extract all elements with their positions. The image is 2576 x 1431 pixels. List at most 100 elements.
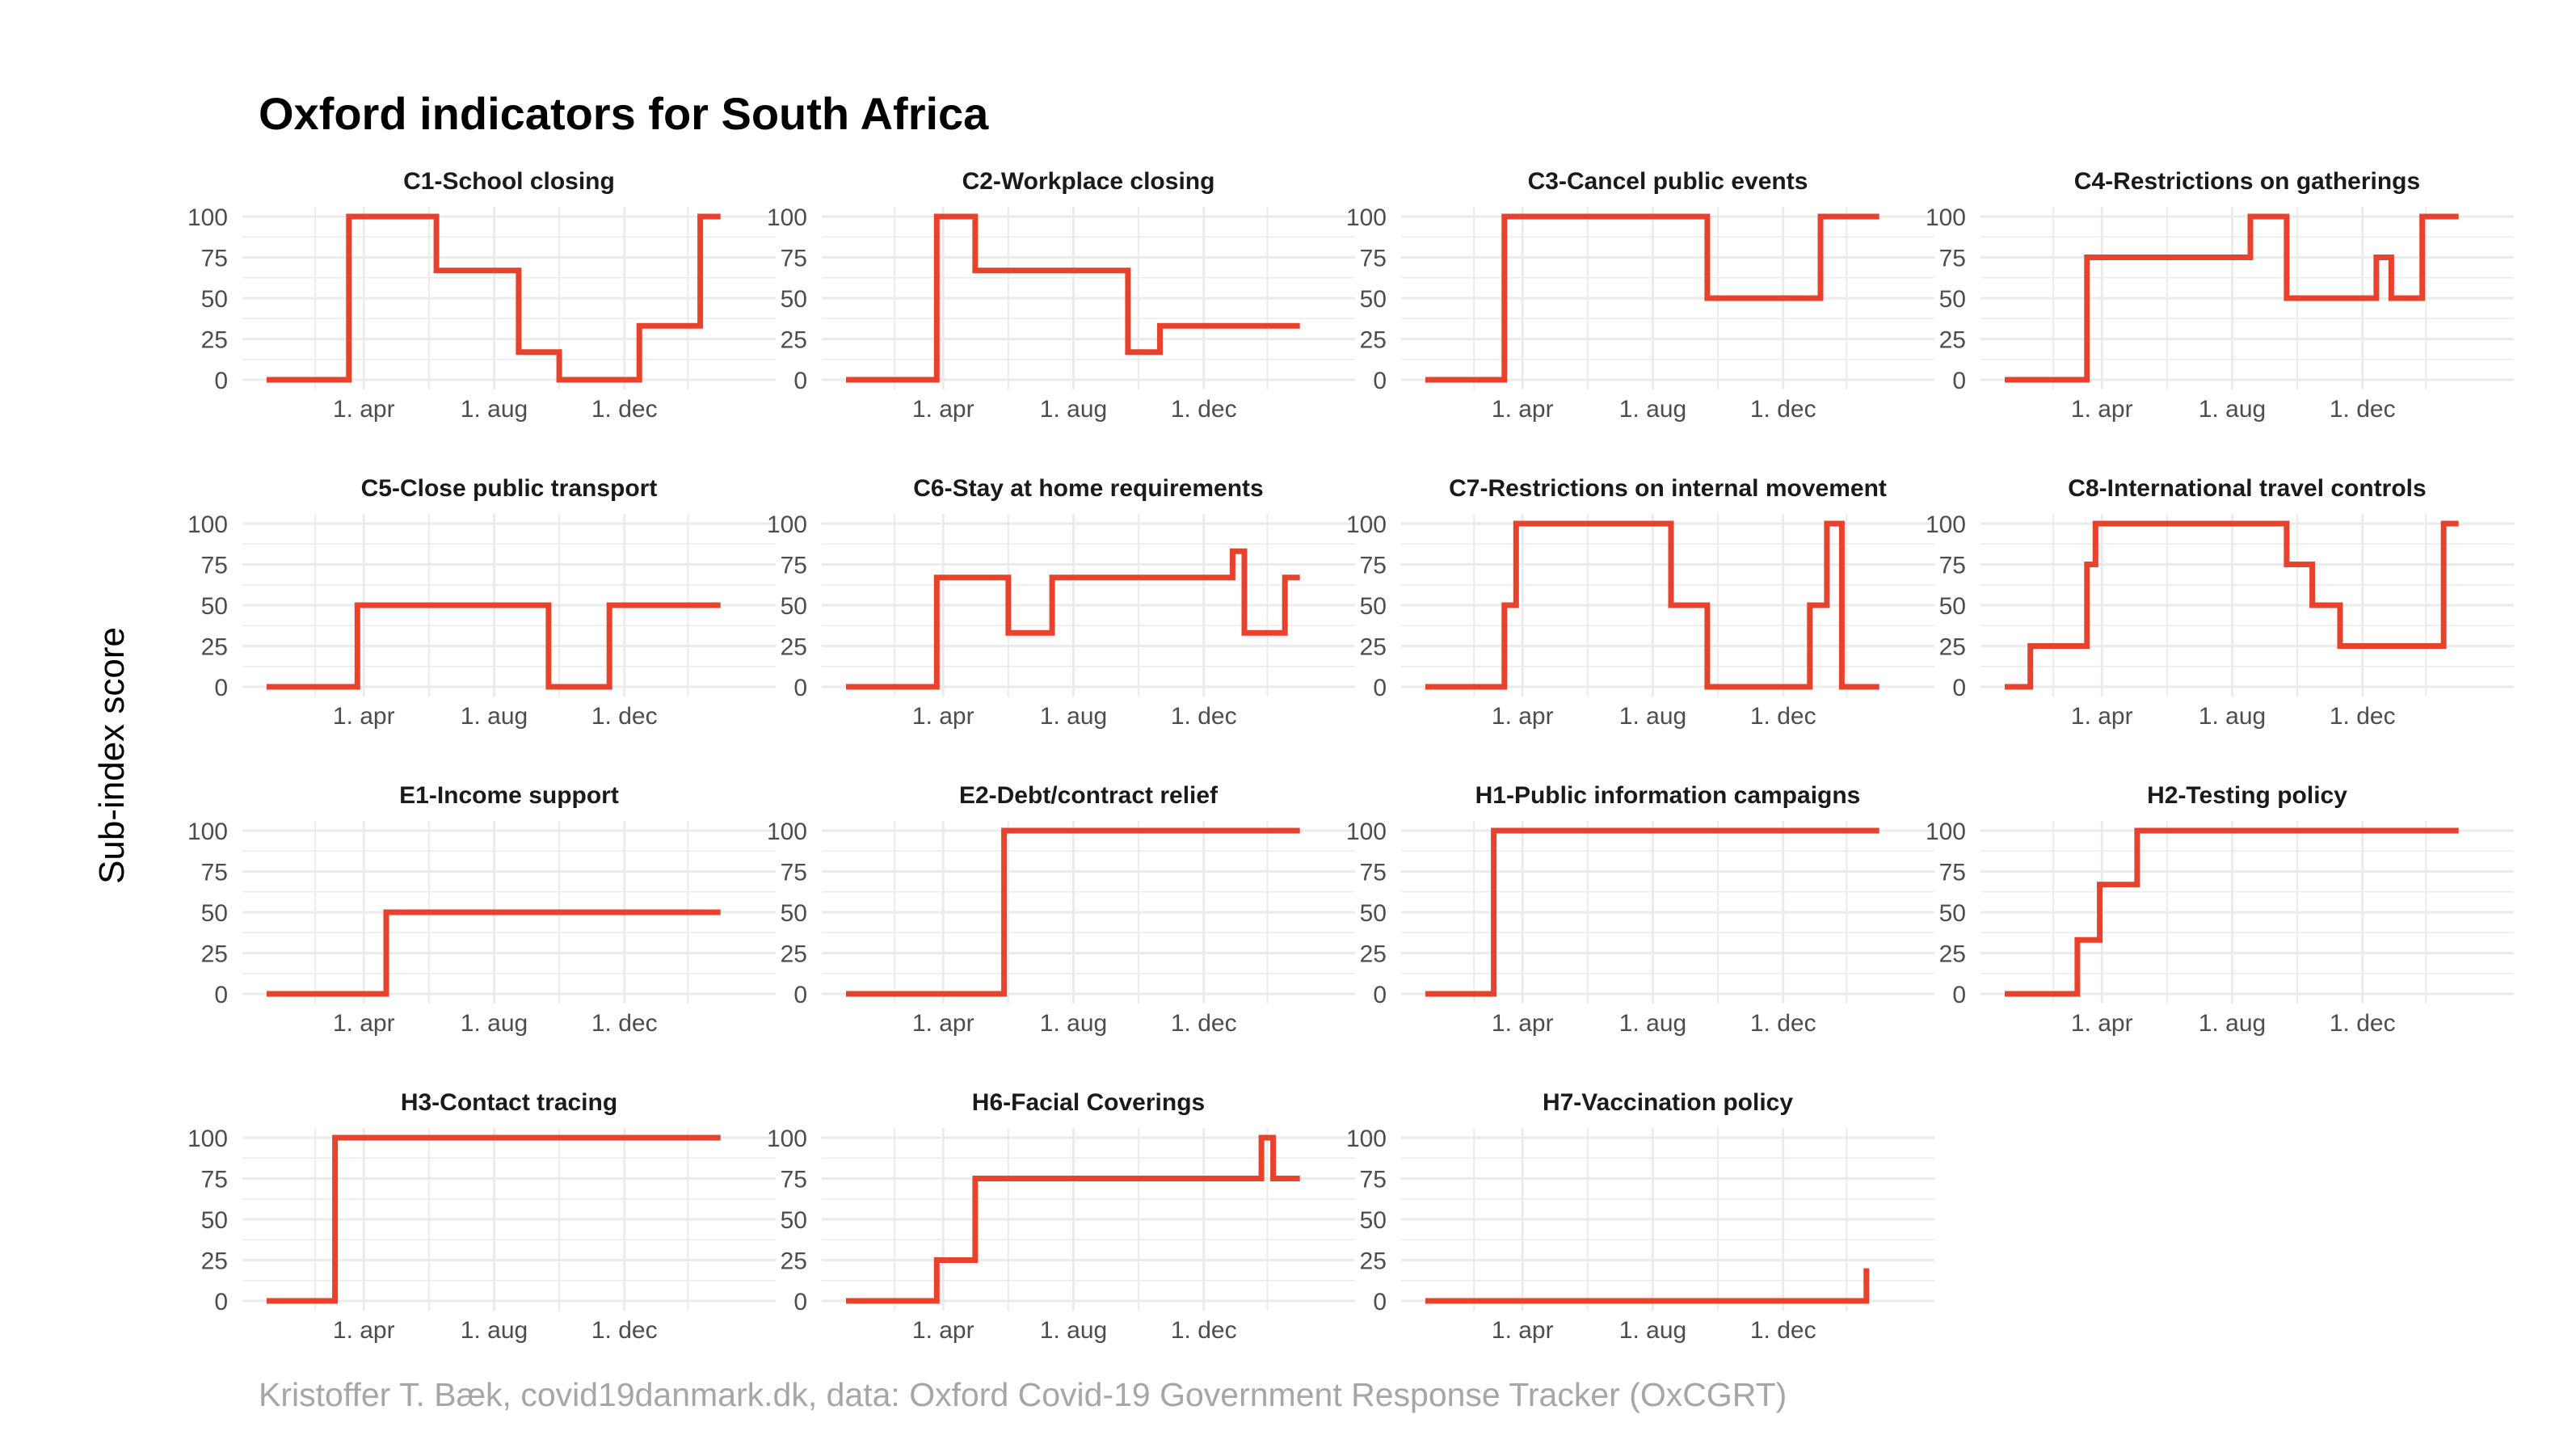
x-tick-label: 1. aug — [461, 1010, 528, 1037]
facet-panel: 0 25 50 75 100 1. apr 1. aug 1. dec C3-Cancel pu… — [1346, 168, 1934, 423]
y-tick-label: 50 — [781, 593, 807, 620]
facet-panel: 0 25 50 75 100 1. apr 1. aug 1. dec C1-School cl… — [187, 168, 776, 423]
x-tick-label: 1. apr — [2071, 1010, 2133, 1037]
x-tick-label: 1. dec — [591, 703, 658, 730]
facet-panel: 0 25 50 75 100 1. apr 1. aug 1. dec E1-Income su… — [187, 782, 776, 1037]
x-tick-label: 1. dec — [591, 396, 658, 423]
facet-title: C8-International travel controls — [2068, 475, 2426, 502]
y-tick-label: 100 — [1926, 204, 1966, 231]
y-tick-label: 100 — [767, 511, 807, 538]
facet-panel: 0 25 50 75 100 1. apr 1. aug 1. dec H1-Public in… — [1346, 782, 1934, 1037]
x-tick-label: 1. apr — [1492, 1317, 1554, 1344]
x-tick-label: 1. dec — [1171, 1317, 1237, 1344]
x-tick-label: 1. dec — [1750, 396, 1816, 423]
x-tick-label: 1. aug — [1040, 396, 1107, 423]
facet-title: H3-Contact tracing — [401, 1089, 617, 1116]
x-tick-label: 1. apr — [1492, 703, 1554, 730]
y-tick-label: 0 — [214, 1289, 228, 1315]
x-tick-label: 1. apr — [912, 703, 974, 730]
facet-panel: 0 25 50 75 100 1. apr 1. aug 1. dec C5-Close pub… — [187, 475, 776, 730]
y-tick-label: 0 — [1373, 675, 1387, 701]
x-tick-label: 1. aug — [2199, 703, 2266, 730]
y-tick-label: 25 — [201, 941, 228, 968]
y-tick-label: 75 — [781, 553, 807, 579]
y-tick-label: 100 — [187, 511, 228, 538]
x-tick-label: 1. dec — [2330, 396, 2396, 423]
y-tick-label: 50 — [201, 900, 228, 927]
facet-panel: 0 25 50 75 100 1. apr 1. aug 1. dec H6-Facial Co… — [767, 1089, 1355, 1344]
y-tick-label: 0 — [1373, 1289, 1387, 1315]
x-tick-label: 1. apr — [333, 1010, 395, 1037]
y-tick-label: 100 — [1346, 511, 1387, 538]
y-tick-label: 75 — [1360, 553, 1387, 579]
x-tick-label: 1. apr — [333, 703, 395, 730]
x-tick-label: 1. dec — [1171, 703, 1237, 730]
facet-title: H2-Testing policy — [2147, 782, 2347, 809]
facet-title: C2-Workplace closing — [962, 168, 1215, 195]
facet-panel: 0 25 50 75 100 1. apr 1. aug 1. dec C7-Restricti… — [1346, 475, 1934, 730]
series-line — [267, 1134, 721, 1304]
x-tick-label: 1. aug — [1040, 703, 1107, 730]
y-tick-label: 75 — [781, 860, 807, 886]
y-tick-label: 50 — [781, 900, 807, 927]
facet-panel: 0 25 50 75 100 1. apr 1. aug 1. dec C4-Restricti… — [1926, 168, 2514, 423]
x-tick-label: 1. aug — [2199, 1010, 2266, 1037]
x-tick-label: 1. aug — [1619, 703, 1686, 730]
series-line — [846, 827, 1300, 997]
x-tick-label: 1. dec — [1750, 1317, 1816, 1344]
x-tick-label: 1. dec — [2330, 703, 2396, 730]
y-tick-label: 50 — [1360, 1207, 1387, 1234]
series-line — [267, 909, 721, 997]
x-tick-label: 1. aug — [1040, 1010, 1107, 1037]
x-tick-label: 1. dec — [591, 1010, 658, 1037]
x-tick-label: 1. aug — [1619, 396, 1686, 423]
y-tick-label: 75 — [1939, 860, 1966, 886]
facet-panel: 0 25 50 75 100 1. apr 1. aug 1. dec C6-Stay at h… — [767, 475, 1355, 730]
y-tick-label: 0 — [214, 675, 228, 701]
x-tick-label: 1. apr — [2071, 703, 2133, 730]
series-line — [846, 1134, 1300, 1304]
y-tick-label: 0 — [214, 368, 228, 394]
x-tick-label: 1. dec — [591, 1317, 658, 1344]
series-line — [1425, 213, 1879, 383]
y-tick-label: 50 — [1939, 286, 1966, 313]
series-line — [1425, 827, 1879, 997]
x-tick-label: 1. dec — [1750, 1010, 1816, 1037]
y-tick-label: 0 — [1952, 982, 1966, 1008]
y-tick-label: 75 — [201, 1167, 228, 1193]
x-tick-label: 1. dec — [1750, 703, 1816, 730]
y-tick-label: 50 — [201, 1207, 228, 1234]
y-tick-label: 100 — [1346, 1126, 1387, 1152]
y-tick-label: 50 — [1939, 900, 1966, 927]
y-tick-label: 0 — [1952, 675, 1966, 701]
y-tick-label: 25 — [1360, 1248, 1387, 1275]
series-line — [2005, 213, 2459, 383]
facet-title: H7-Vaccination policy — [1543, 1089, 1793, 1116]
y-tick-label: 25 — [781, 1248, 807, 1275]
y-tick-label: 100 — [767, 1126, 807, 1152]
y-tick-label: 25 — [781, 634, 807, 661]
y-tick-label: 25 — [201, 634, 228, 661]
x-tick-label: 1. aug — [1040, 1317, 1107, 1344]
y-tick-label: 0 — [793, 675, 807, 701]
y-tick-label: 0 — [793, 982, 807, 1008]
y-tick-label: 25 — [781, 941, 807, 968]
y-tick-label: 0 — [1373, 982, 1387, 1008]
x-tick-label: 1. apr — [1492, 396, 1554, 423]
x-tick-label: 1. apr — [333, 1317, 395, 1344]
y-tick-label: 0 — [214, 982, 228, 1008]
x-tick-label: 1. aug — [461, 703, 528, 730]
y-tick-label: 75 — [1939, 553, 1966, 579]
facet-title: C6-Stay at home requirements — [913, 475, 1263, 502]
facet-panel: 0 25 50 75 100 1. apr 1. aug 1. dec C8-Internati… — [1926, 475, 2514, 730]
facet-title: H6-Facial Coverings — [972, 1089, 1205, 1116]
x-tick-label: 1. dec — [1171, 396, 1237, 423]
y-tick-label: 50 — [1939, 593, 1966, 620]
y-tick-label: 50 — [201, 593, 228, 620]
y-tick-label: 100 — [1346, 819, 1387, 845]
x-tick-label: 1. aug — [461, 396, 528, 423]
caption: Kristoffer T. Bæk, covid19danmark.dk, da… — [259, 1376, 1787, 1413]
facet-title: E2-Debt/contract relief — [959, 782, 1219, 809]
y-tick-label: 25 — [1360, 327, 1387, 354]
